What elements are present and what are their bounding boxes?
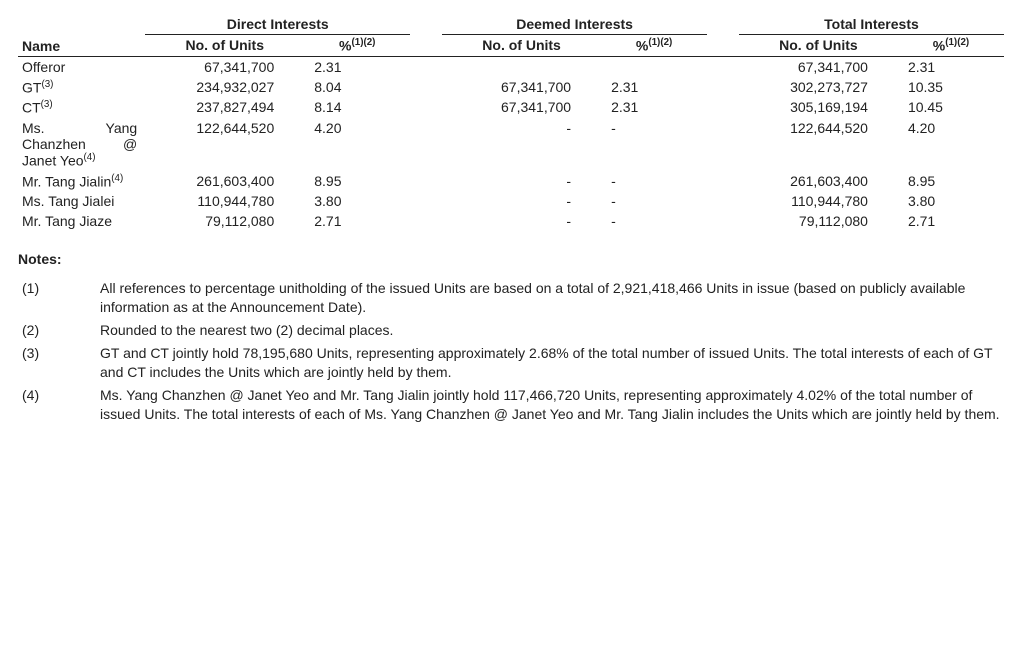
pct-cell: 3.80 bbox=[898, 191, 1004, 211]
pct-cell: - bbox=[601, 171, 707, 192]
table-row: Ms. Yang Chanzhen @ Janet Yeo(4)122,644,… bbox=[18, 118, 1004, 171]
col-units: No. of Units bbox=[442, 35, 601, 57]
spacer bbox=[707, 97, 739, 118]
pct-cell: 2.71 bbox=[898, 211, 1004, 231]
spacer bbox=[707, 118, 739, 171]
table-row: Mr. Tang Jiaze79,112,0802.71--79,112,080… bbox=[18, 211, 1004, 231]
units-cell: 67,341,700 bbox=[442, 77, 601, 98]
name-cell: Offeror bbox=[18, 56, 145, 77]
spacer bbox=[410, 97, 442, 118]
col-name: Name bbox=[18, 35, 145, 57]
units-cell: - bbox=[442, 171, 601, 192]
spacer bbox=[410, 77, 442, 98]
spacer bbox=[410, 56, 442, 77]
table-row: Ms. Tang Jialei110,944,7803.80--110,944,… bbox=[18, 191, 1004, 211]
col-pct: %(1)(2) bbox=[898, 35, 1004, 57]
pct-cell: 2.71 bbox=[304, 211, 410, 231]
pct-cell: 2.31 bbox=[601, 97, 707, 118]
units-cell: 261,603,400 bbox=[145, 171, 304, 192]
pct-cell: 8.04 bbox=[304, 77, 410, 98]
note-row: (4)Ms. Yang Chanzhen @ Janet Yeo and Mr.… bbox=[18, 384, 1004, 426]
note-row: (2)Rounded to the nearest two (2) decima… bbox=[18, 319, 1004, 342]
pct-cell: 10.45 bbox=[898, 97, 1004, 118]
note-row: (1)All references to percentage unithold… bbox=[18, 277, 1004, 319]
interests-table: Direct Interests Deemed Interests Total … bbox=[18, 14, 1004, 231]
units-cell bbox=[442, 56, 601, 77]
spacer bbox=[410, 211, 442, 231]
pct-cell: 4.20 bbox=[898, 118, 1004, 171]
note-number: (2) bbox=[18, 319, 96, 342]
col-units: No. of Units bbox=[145, 35, 304, 57]
name-cell: Mr. Tang Jialin(4) bbox=[18, 171, 145, 192]
name-cell: GT(3) bbox=[18, 77, 145, 98]
spacer bbox=[707, 171, 739, 192]
table-row: CT(3)237,827,4948.14 67,341,7002.31 305,16… bbox=[18, 97, 1004, 118]
units-cell: 302,273,727 bbox=[739, 77, 898, 98]
name-cell: Mr. Tang Jiaze bbox=[18, 211, 145, 231]
units-cell: - bbox=[442, 191, 601, 211]
col-units: No. of Units bbox=[739, 35, 898, 57]
note-text: All references to percentage unitholding… bbox=[96, 277, 1004, 319]
col-deemed: Deemed Interests bbox=[442, 14, 707, 35]
note-number: (1) bbox=[18, 277, 96, 319]
pct-cell: - bbox=[601, 118, 707, 171]
spacer bbox=[707, 191, 739, 211]
name-cell: Ms. Tang Jialei bbox=[18, 191, 145, 211]
units-cell: - bbox=[442, 211, 601, 231]
units-cell: 67,341,700 bbox=[739, 56, 898, 77]
name-cell: CT(3) bbox=[18, 97, 145, 118]
notes-table: (1)All references to percentage unithold… bbox=[18, 277, 1004, 425]
units-cell: 110,944,780 bbox=[145, 191, 304, 211]
table-row: Offeror67,341,7002.3167,341,7002.31 bbox=[18, 56, 1004, 77]
units-cell: 261,603,400 bbox=[739, 171, 898, 192]
pct-cell bbox=[601, 56, 707, 77]
spacer bbox=[707, 211, 739, 231]
pct-cell: - bbox=[601, 211, 707, 231]
col-pct: %(1)(2) bbox=[304, 35, 410, 57]
name-cell: Ms. Yang Chanzhen @ Janet Yeo(4) bbox=[18, 118, 145, 171]
note-text: GT and CT jointly hold 78,195,680 Units,… bbox=[96, 342, 1004, 384]
notes-heading: Notes: bbox=[18, 251, 1004, 267]
pct-cell: 2.31 bbox=[601, 77, 707, 98]
units-cell: 122,644,520 bbox=[739, 118, 898, 171]
note-number: (3) bbox=[18, 342, 96, 384]
units-cell: 234,932,027 bbox=[145, 77, 304, 98]
spacer bbox=[410, 191, 442, 211]
pct-cell: 2.31 bbox=[304, 56, 410, 77]
col-pct: %(1)(2) bbox=[601, 35, 707, 57]
spacer bbox=[707, 56, 739, 77]
col-direct: Direct Interests bbox=[145, 14, 410, 35]
pct-cell: 2.31 bbox=[898, 56, 1004, 77]
units-cell: - bbox=[442, 118, 601, 171]
pct-cell: 8.95 bbox=[304, 171, 410, 192]
pct-cell: 10.35 bbox=[898, 77, 1004, 98]
table-row: Mr. Tang Jialin(4)261,603,4008.95--261,6… bbox=[18, 171, 1004, 192]
spacer bbox=[707, 77, 739, 98]
units-cell: 67,341,700 bbox=[442, 97, 601, 118]
units-cell: 67,341,700 bbox=[145, 56, 304, 77]
pct-cell: - bbox=[601, 191, 707, 211]
note-row: (3)GT and CT jointly hold 78,195,680 Uni… bbox=[18, 342, 1004, 384]
pct-cell: 3.80 bbox=[304, 191, 410, 211]
pct-cell: 4.20 bbox=[304, 118, 410, 171]
units-cell: 79,112,080 bbox=[145, 211, 304, 231]
note-text: Ms. Yang Chanzhen @ Janet Yeo and Mr. Ta… bbox=[96, 384, 1004, 426]
table-row: GT(3)234,932,0278.04 67,341,7002.31 302,27… bbox=[18, 77, 1004, 98]
units-cell: 122,644,520 bbox=[145, 118, 304, 171]
pct-cell: 8.95 bbox=[898, 171, 1004, 192]
units-cell: 305,169,194 bbox=[739, 97, 898, 118]
units-cell: 110,944,780 bbox=[739, 191, 898, 211]
spacer bbox=[410, 171, 442, 192]
note-text: Rounded to the nearest two (2) decimal p… bbox=[96, 319, 1004, 342]
units-cell: 79,112,080 bbox=[739, 211, 898, 231]
spacer bbox=[410, 118, 442, 171]
pct-cell: 8.14 bbox=[304, 97, 410, 118]
note-number: (4) bbox=[18, 384, 96, 426]
col-total: Total Interests bbox=[739, 14, 1004, 35]
units-cell: 237,827,494 bbox=[145, 97, 304, 118]
